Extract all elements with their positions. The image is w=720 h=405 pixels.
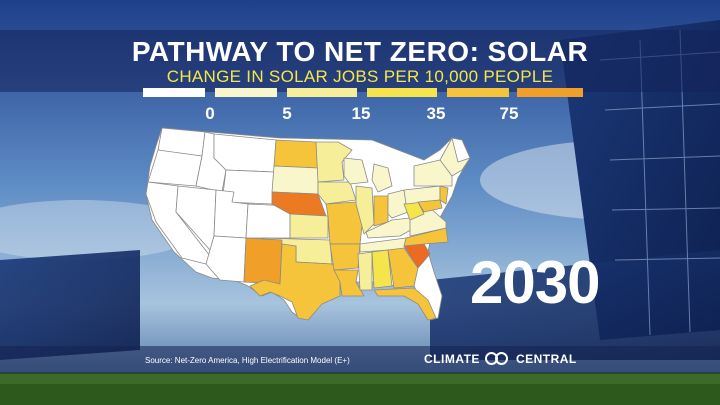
state-michigan — [371, 163, 393, 193]
state-new-mexico — [243, 237, 283, 285]
legend-tick-label: 15 — [351, 104, 371, 123]
state-mississippi — [357, 251, 373, 291]
state-iowa — [317, 181, 357, 205]
legend-tick-label: 5 — [282, 104, 292, 123]
state-kansas — [289, 213, 329, 239]
state-new-jersey — [439, 185, 449, 205]
state-georgia — [387, 247, 419, 289]
state-missouri — [325, 201, 363, 245]
state-oregon — [147, 149, 203, 187]
state-louisiana — [333, 269, 365, 297]
state-north-dakota — [273, 139, 319, 169]
legend-swatch — [143, 88, 205, 97]
map-subtitle: CHANGE IN SOLAR JOBS PER 10,000 PEOPLE — [166, 67, 554, 86]
climate-central-logo: CLIMATE CENTRAL — [424, 352, 577, 366]
state-south-dakota — [271, 165, 319, 195]
legend-tick-label: 75 — [499, 104, 519, 123]
legend-swatch — [447, 88, 509, 97]
brand-right: CENTRAL — [515, 352, 577, 366]
legend-tick-label: 35 — [426, 104, 446, 123]
state-alabama — [371, 249, 393, 289]
legend-swatch — [287, 88, 357, 97]
legend-ticks: 0 5 15 35 75 — [0, 104, 720, 128]
state-maryland — [417, 199, 443, 213]
state-indiana — [373, 195, 389, 227]
state-wisconsin — [343, 157, 369, 185]
state-florida — [373, 287, 437, 321]
legend-swatch — [517, 88, 583, 97]
state-montana — [213, 133, 277, 173]
source-note: Source: Net-Zero America, High Electrifi… — [145, 356, 350, 365]
map-title: PATHWAY TO NET ZERO: SOLAR — [131, 36, 589, 67]
state-maine — [451, 137, 471, 163]
legend-swatch — [215, 88, 277, 97]
footer-band — [0, 346, 720, 374]
state-arkansas — [329, 243, 361, 271]
state-ohio — [387, 189, 409, 219]
legend-tick-label: 0 — [205, 104, 215, 123]
climate-central-logo-icon — [484, 352, 511, 366]
brand-left: CLIMATE — [424, 352, 480, 366]
color-legend — [143, 88, 583, 100]
state-illinois — [355, 185, 375, 235]
legend-swatch — [367, 88, 437, 97]
year-label: 2030 — [470, 249, 600, 316]
title-banner — [0, 30, 720, 92]
state-texas — [249, 243, 341, 321]
